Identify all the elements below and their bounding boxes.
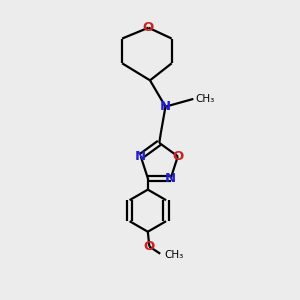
Text: CH₃: CH₃ bbox=[164, 250, 184, 260]
Text: O: O bbox=[172, 150, 184, 163]
Text: N: N bbox=[165, 172, 176, 185]
Text: N: N bbox=[135, 150, 146, 163]
Text: N: N bbox=[160, 100, 171, 113]
Text: CH₃: CH₃ bbox=[195, 94, 214, 104]
Text: O: O bbox=[143, 21, 154, 34]
Text: O: O bbox=[144, 240, 155, 253]
